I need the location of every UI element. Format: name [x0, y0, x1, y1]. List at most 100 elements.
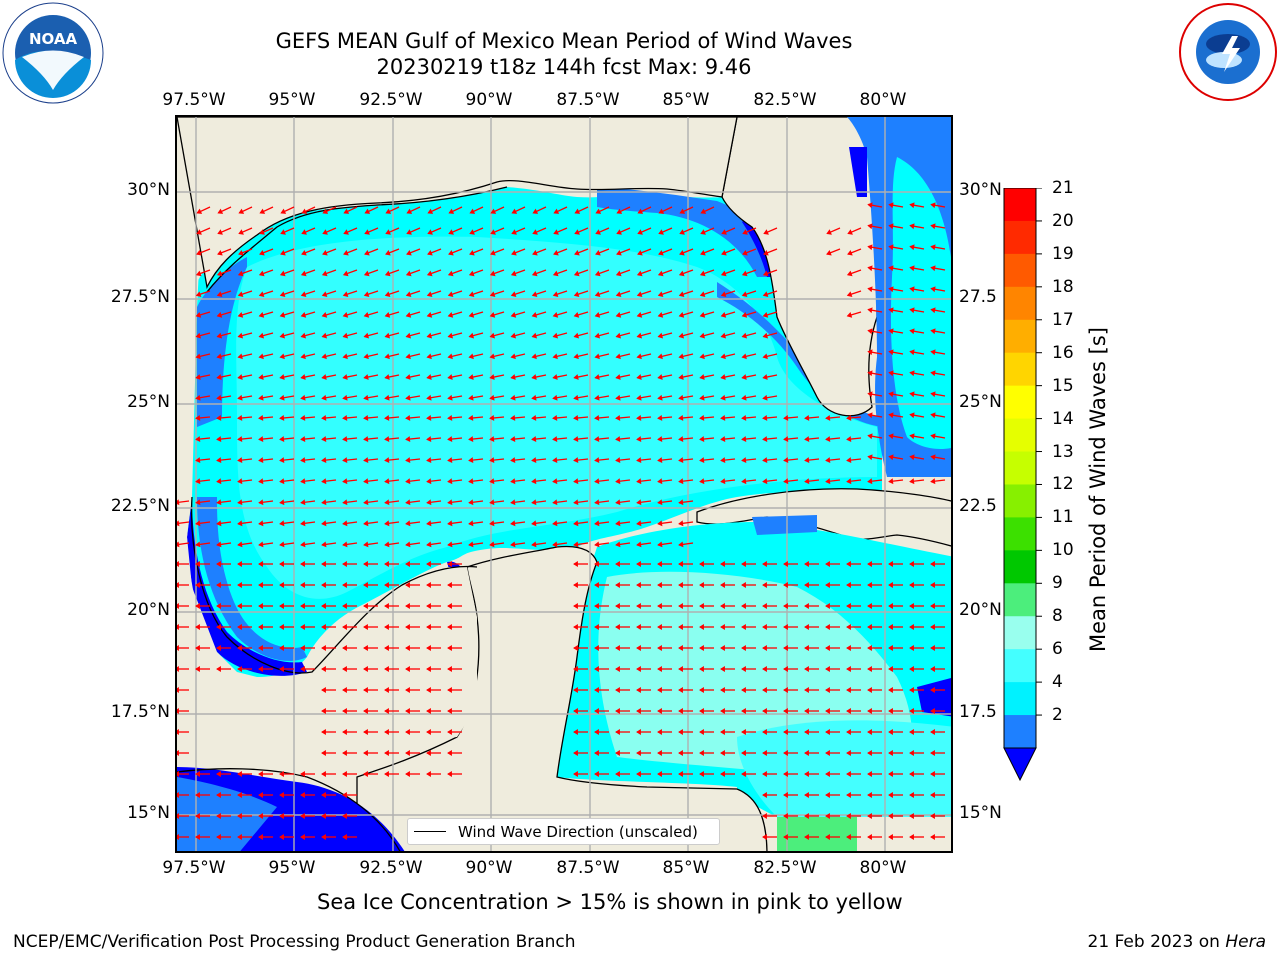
- wind-arrow-head: [573, 374, 579, 380]
- wind-arrow-head: [867, 349, 873, 356]
- wind-arrow-head: [300, 771, 305, 777]
- wind-arrow-head: [426, 374, 432, 380]
- wind-arrow-head: [447, 270, 454, 277]
- wind-arrow-head: [846, 291, 853, 297]
- wind-arrow-head: [177, 834, 179, 840]
- wind-arrow-head: [216, 645, 221, 651]
- wind-arrow-head: [741, 415, 747, 421]
- wind-arrow-head: [300, 645, 305, 651]
- wind-arrow-head: [300, 312, 307, 318]
- wind-arrow-head: [216, 499, 222, 506]
- wind-arrow-head: [573, 436, 579, 442]
- wind-arrow-head: [468, 457, 474, 464]
- wind-arrow-head: [699, 457, 705, 464]
- wind-arrow-head: [195, 792, 200, 798]
- wind-arrow-head: [510, 520, 516, 527]
- wind-arrow-head: [594, 771, 599, 777]
- wind-arrow-head: [930, 328, 936, 335]
- wind-arrow-head: [720, 353, 726, 360]
- wind-arrow-head: [258, 520, 264, 527]
- wind-arrow-head: [762, 415, 768, 421]
- wind-arrow-head: [195, 520, 201, 527]
- wind-arrow-head: [720, 687, 725, 693]
- wind-arrow-head: [678, 541, 684, 548]
- wind-arrow-head: [699, 394, 705, 401]
- wind-arrow-head: [300, 415, 306, 421]
- wind-arrow-head: [616, 208, 623, 214]
- wind-arrow-head: [384, 415, 390, 421]
- wind-arrow-head: [177, 708, 179, 714]
- wind-arrow-head: [888, 708, 893, 714]
- wind-arrow-head: [259, 249, 265, 256]
- colorbar-tick-label: 4: [1052, 672, 1063, 693]
- wind-arrow-head: [343, 208, 350, 214]
- wind-arrow-head: [468, 541, 474, 548]
- wind-arrow-head: [384, 603, 389, 609]
- wind-arrow-head: [783, 457, 789, 464]
- wind-arrow-head: [237, 603, 242, 609]
- wind-arrow-head: [300, 520, 306, 527]
- wind-arrow-head: [552, 415, 558, 421]
- wind-arrow-head: [426, 457, 432, 464]
- wind-arrow-head: [909, 750, 914, 756]
- wind-arrow-head: [490, 208, 497, 214]
- wind-arrow-head: [258, 541, 264, 548]
- wind-arrow-head: [762, 332, 769, 339]
- wind-arrow-head: [783, 561, 788, 567]
- wind-arrow-head: [657, 457, 663, 464]
- wind-arrow-head: [363, 603, 368, 609]
- legend-label: Wind Wave Direction (unscaled): [458, 823, 698, 841]
- wind-arrow-head: [237, 415, 243, 421]
- wind-arrow-head: [867, 223, 873, 230]
- wind-arrow-head: [594, 291, 601, 297]
- wind-arrow-head: [321, 478, 327, 485]
- wind-arrow-head: [867, 750, 872, 756]
- wind-arrow-head: [657, 561, 662, 567]
- wind-arrow-head: [615, 394, 621, 401]
- wind-arrow-head: [867, 603, 872, 609]
- wind-arrow-head: [177, 499, 180, 506]
- wind-arrow-head: [867, 412, 873, 419]
- wind-arrow-head: [657, 436, 663, 442]
- wind-arrow-head: [553, 249, 559, 256]
- wind-arrow-head: [594, 624, 599, 630]
- wind-arrow-head: [679, 208, 686, 214]
- wind-arrow-head: [447, 291, 454, 297]
- wind-arrow-head: [342, 834, 347, 840]
- wind-arrow-head: [300, 436, 306, 442]
- wind-arrow-head: [615, 624, 620, 630]
- wind-arrow-head: [490, 229, 496, 235]
- wind-arrow-head: [699, 708, 704, 714]
- lat-tick-right: 15°N: [959, 803, 1002, 823]
- wind-arrow-head: [237, 561, 242, 567]
- wind-arrow-head: [804, 708, 809, 714]
- wind-arrow-head: [342, 291, 349, 297]
- wind-arrow-head: [426, 666, 431, 672]
- wind-arrow-head: [657, 771, 662, 777]
- wind-arrow-head: [573, 645, 578, 651]
- wind-arrow-head: [342, 312, 349, 318]
- wind-arrow-head: [511, 229, 517, 235]
- wind-arrow-head: [258, 561, 263, 567]
- wind-arrow-head: [573, 499, 579, 506]
- wind-arrow-head: [678, 561, 683, 567]
- wind-arrow-head: [363, 541, 369, 548]
- wind-arrow-head: [721, 229, 727, 235]
- wind-arrow-head: [888, 771, 893, 777]
- wind-arrow-head: [888, 624, 893, 630]
- wind-arrow-head: [615, 415, 621, 421]
- wind-arrow-head: [888, 729, 893, 735]
- wind-arrow-head: [804, 478, 810, 485]
- wind-arrow-head: [468, 478, 474, 485]
- wind-arrow-head: [321, 687, 326, 693]
- wind-arrow-head: [930, 412, 936, 419]
- wind-arrow-head: [616, 249, 622, 256]
- wind-arrow-head: [867, 244, 873, 251]
- wind-arrow-head: [804, 813, 809, 819]
- wind-arrow-head: [300, 270, 307, 277]
- wind-arrow-head: [699, 478, 705, 485]
- wind-arrow-head: [909, 624, 914, 630]
- chart-title: GEFS MEAN Gulf of Mexico Mean Period of …: [275, 29, 853, 53]
- wind-arrow-head: [300, 603, 305, 609]
- wind-arrow-head: [489, 457, 495, 464]
